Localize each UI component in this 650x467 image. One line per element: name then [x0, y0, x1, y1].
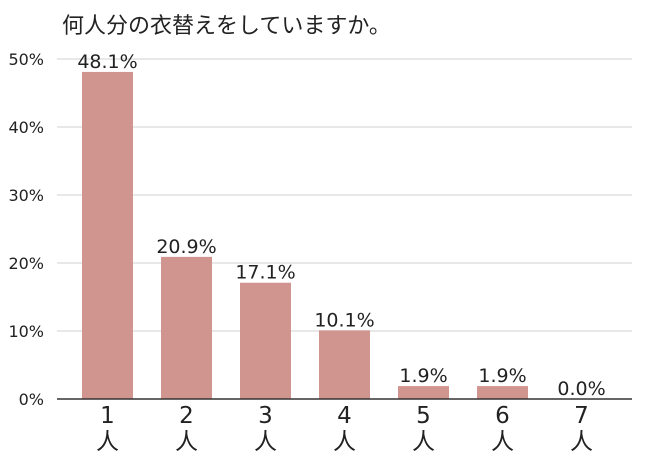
x-tick-label: 1: [100, 403, 115, 429]
data-label: 1.9%: [478, 365, 526, 387]
data-label: 10.1%: [314, 309, 374, 331]
x-tick-label: 人: [491, 429, 514, 455]
x-tick-label: 人: [333, 429, 356, 455]
y-tick-label: 0%: [19, 390, 44, 409]
bar: [477, 386, 528, 399]
x-tick-label: 7: [574, 403, 589, 429]
data-label: 0.0%: [557, 378, 605, 400]
data-label: 20.9%: [156, 236, 216, 258]
y-tick-label: 30%: [8, 186, 44, 205]
x-tick-label: 人: [175, 429, 198, 455]
x-tick-label: 人: [96, 429, 119, 455]
x-tick-label: 6: [495, 403, 510, 429]
data-label: 1.9%: [399, 365, 447, 387]
x-tick-label: 5: [416, 403, 431, 429]
x-tick-label: 人: [570, 429, 593, 455]
x-tick-label: 人: [254, 429, 277, 455]
bar: [161, 256, 212, 399]
y-tick-label: 20%: [8, 254, 44, 273]
data-label: 17.1%: [235, 262, 295, 284]
y-tick-label: 10%: [8, 322, 44, 341]
data-label: 48.1%: [77, 51, 137, 73]
bar: [82, 71, 133, 400]
bar: [319, 330, 370, 399]
chart-title: 何人分の衣替えをしていますか。: [62, 14, 391, 39]
x-tick-label: 2: [179, 403, 194, 429]
bar: [240, 282, 291, 399]
bar: [398, 386, 449, 399]
y-tick-label: 40%: [8, 118, 44, 137]
x-tick-label: 4: [337, 403, 352, 429]
x-tick-label: 人: [412, 429, 435, 455]
y-tick-label: 50%: [8, 50, 44, 69]
x-tick-label: 3: [258, 403, 273, 429]
